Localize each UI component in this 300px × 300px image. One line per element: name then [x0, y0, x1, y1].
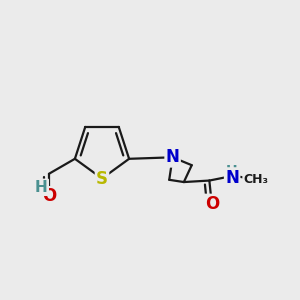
Text: CH₃: CH₃ [243, 172, 268, 186]
Text: S: S [96, 169, 108, 188]
Text: N: N [225, 169, 239, 187]
Text: N: N [166, 148, 179, 166]
Text: H: H [226, 164, 238, 178]
Text: O: O [42, 187, 56, 205]
Text: H: H [35, 180, 48, 195]
Text: O: O [205, 195, 219, 213]
